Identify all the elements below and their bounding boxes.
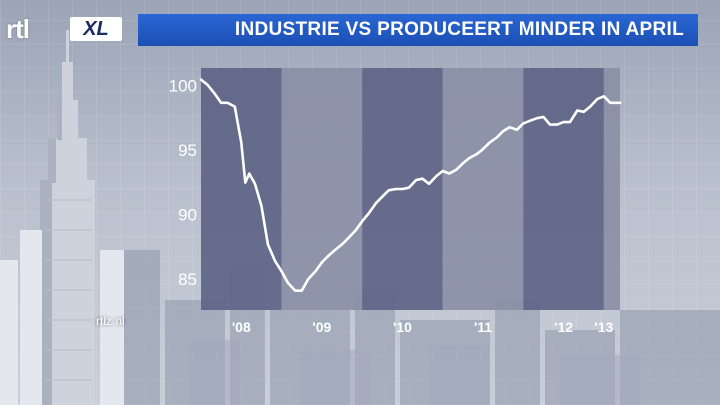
x-tick-label: '09 [312, 319, 331, 335]
skyscraper-illustration [0, 30, 124, 405]
logo-rtl-text: rtl [6, 14, 30, 44]
y-axis-ticks: 100 95 90 85 [169, 77, 197, 289]
x-tick-label: '08 [232, 319, 251, 335]
year-band-3 [442, 68, 524, 310]
year-bands [201, 68, 620, 310]
year-band-5 [603, 68, 620, 310]
logo-xl-badge: XL [70, 17, 122, 41]
year-band-4 [523, 68, 604, 310]
x-axis-ticks: '08 '09 '10 '11 '12 '13 [232, 319, 614, 335]
chart-title: INDUSTRIE VS PRODUCEERT MINDER IN APRIL [138, 14, 698, 46]
series-line [199, 78, 622, 292]
x-tick-label: '10 [393, 319, 412, 335]
y-tick-label: 90 [178, 205, 197, 224]
channel-logo: rtl XL [6, 14, 124, 44]
x-tick-label: '13 [594, 319, 613, 335]
y-tick-label: 95 [178, 141, 197, 160]
x-tick-label: '12 [554, 319, 573, 335]
y-tick-label: 85 [178, 270, 197, 289]
y-tick-label: 100 [169, 77, 197, 96]
site-url-label: rtlz.nl [96, 314, 125, 328]
x-tick-label: '11 [474, 319, 492, 335]
year-band-0 [201, 68, 282, 310]
year-band-1 [281, 68, 363, 310]
